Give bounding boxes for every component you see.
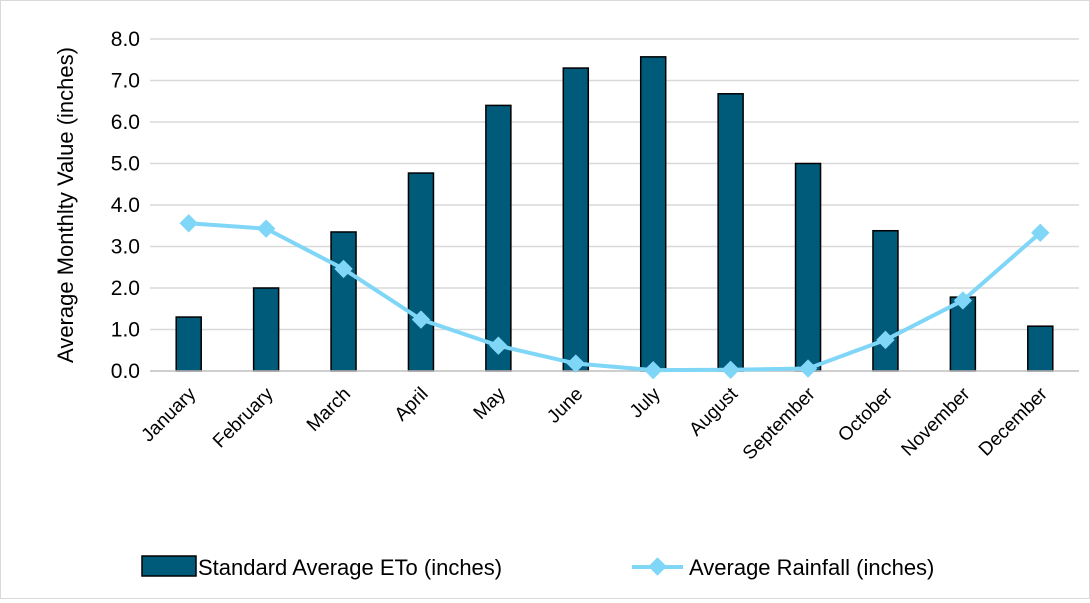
legend-label-eto: Standard Average ETo (inches) (198, 555, 502, 580)
y-tick-label: 5.0 (111, 153, 140, 176)
bar-eto-october (872, 229, 899, 372)
legend: Standard Average ETo (inches) Average Ra… (141, 555, 934, 580)
x-tick-label: April (391, 384, 433, 426)
legend-swatch-eto (141, 555, 197, 577)
y-tick-label: 6.0 (111, 111, 140, 134)
x-tick-label: November (898, 383, 975, 460)
rainfall-point-december (1031, 223, 1050, 242)
x-tick-label: September (739, 383, 820, 464)
x-tick-label: June (543, 384, 587, 428)
rainfall-point-february (256, 219, 276, 238)
rainfall-point-july (644, 360, 663, 380)
bar-series (175, 56, 1054, 372)
x-axis-labels: January February March April May June July Augu… (138, 383, 1053, 464)
x-tick-label: March (303, 384, 355, 436)
x-tick-label: July (626, 383, 665, 422)
y-tick-label: 2.0 (111, 277, 140, 300)
bar-eto-march (330, 231, 357, 372)
line-series (179, 214, 1050, 380)
rainfall-point-november (953, 291, 973, 310)
rainfall-point-may (489, 336, 508, 355)
rainfall-point-april (411, 310, 431, 329)
legend-marker-rainfall (648, 557, 667, 576)
y-tick-label: 0.0 (111, 360, 140, 383)
bar-eto-august (717, 93, 744, 372)
rainfall-point-january (179, 214, 198, 233)
legend-label-rainfall: Average Rainfall (inches) (689, 555, 934, 580)
x-tick-label: August (685, 383, 742, 440)
bar-eto-may (485, 104, 512, 372)
gridlines (150, 38, 1079, 331)
y-tick-label: 7.0 (111, 70, 140, 93)
x-tick-label: February (209, 383, 278, 452)
rainfall-point-august (721, 360, 740, 379)
y-tick-label: 3.0 (111, 236, 140, 259)
rainfall-point-march (334, 259, 353, 279)
x-tick-label: December (975, 383, 1052, 460)
rainfall-point-september (798, 359, 818, 378)
x-tick-label: October (834, 383, 897, 446)
bar-eto-january (175, 316, 202, 372)
bar-eto-september (794, 162, 822, 372)
x-tick-label: May (470, 383, 511, 424)
y-tick-label: 8.0 (111, 28, 140, 51)
bar-eto-february (252, 287, 280, 372)
rainfall-point-june (566, 354, 585, 373)
y-tick-label: 4.0 (111, 194, 140, 217)
bar-eto-april (407, 172, 435, 372)
y-tick-label: 1.0 (111, 319, 140, 342)
y-axis-ticks: 0.0 1.0 2.0 3.0 4.0 5.0 6.0 7.0 8.0 (111, 28, 140, 383)
bar-eto-december (1027, 325, 1054, 372)
rainfall-point-october (876, 330, 895, 350)
y-axis-title: Average Monthlty Value (inches) (53, 47, 78, 363)
bar-eto-july (639, 56, 667, 372)
rainfall-line (188, 221, 1042, 373)
bar-eto-june (562, 67, 590, 372)
x-tick-label: January (138, 383, 201, 446)
